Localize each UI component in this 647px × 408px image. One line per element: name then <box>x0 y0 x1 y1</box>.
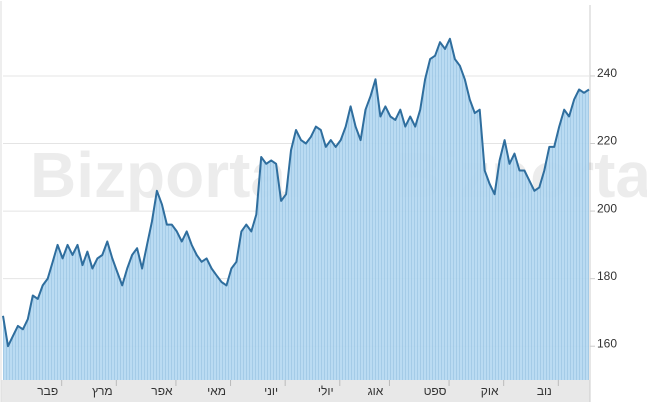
x-tick-label: מרץ <box>92 384 113 398</box>
x-tick-label: יוני <box>264 384 278 398</box>
x-tick-label: אפר <box>151 384 173 398</box>
y-tick-label: 220 <box>597 134 617 148</box>
x-tick-label: יולי <box>318 384 334 398</box>
y-tick-label: 160 <box>597 336 617 350</box>
x-tick-label: אוג <box>368 384 384 398</box>
x-tick-label: ספט <box>424 384 447 398</box>
y-tick-label: 240 <box>597 66 617 80</box>
area <box>3 38 589 381</box>
x-tick-label: מאי <box>207 384 226 398</box>
line <box>2 37 590 348</box>
y-tick-label: 200 <box>597 201 617 215</box>
x-tick-label: פבר <box>37 384 58 398</box>
x-tick-label: נוב <box>537 384 552 398</box>
y-tick-label: 180 <box>597 269 617 283</box>
x-tick-label: אוק <box>481 384 499 398</box>
x-axis-band <box>1 380 590 402</box>
